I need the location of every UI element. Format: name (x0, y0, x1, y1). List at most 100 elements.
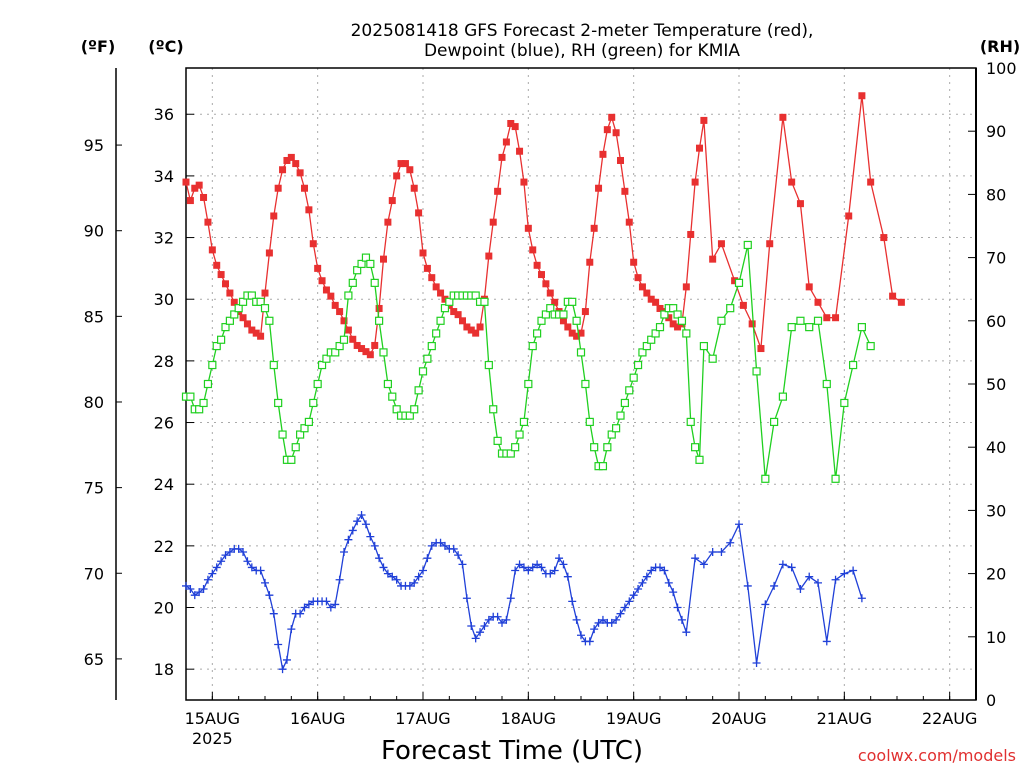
temperature-point (292, 160, 300, 168)
rh-point (186, 392, 195, 401)
rh-point (300, 424, 309, 433)
temperature-point (265, 249, 273, 257)
rh-point (291, 443, 300, 452)
temperature-point (542, 280, 550, 288)
rh-point (221, 323, 230, 332)
temperature-point (331, 301, 339, 309)
temperature-point (511, 123, 519, 131)
rh-point (265, 316, 274, 325)
dewpoint-point (458, 560, 467, 569)
dewpoint-point (831, 575, 840, 584)
temperature-point (529, 246, 537, 254)
rh-point (331, 348, 340, 357)
temperature-point (459, 317, 466, 325)
dewpoint-point (370, 541, 379, 550)
dewpoint-line (185, 513, 863, 672)
temperature-point (682, 283, 690, 291)
temperature-point (533, 261, 541, 269)
rh-point (585, 417, 594, 427)
dewpoint-point (287, 625, 296, 634)
dewpoint-point (186, 585, 195, 594)
temperature-point (230, 298, 238, 306)
rh-point (743, 240, 752, 250)
rh-point (471, 291, 480, 300)
rh-point (383, 379, 392, 389)
dewpoint-point (519, 563, 528, 572)
dewpoint-point (515, 560, 524, 569)
dewpoint-point (410, 578, 419, 587)
rh-point (822, 379, 831, 389)
temperature-point (401, 160, 409, 168)
dewpoint-point (256, 566, 265, 575)
rh-point (717, 316, 726, 325)
dewpoint-point (682, 628, 691, 637)
dewpoint-point (195, 588, 204, 597)
temperature-point (327, 292, 335, 300)
rh-point (734, 278, 744, 287)
fahrenheit-tick-label: 80 (84, 393, 104, 412)
temperature-point (546, 289, 554, 297)
dewpoint-point (357, 511, 366, 520)
rh-point (598, 462, 608, 471)
rh-point (813, 316, 823, 325)
rh-point (296, 430, 305, 439)
dewpoint-point (735, 520, 743, 529)
rh-point (612, 424, 621, 433)
dewpoint-point (454, 551, 463, 560)
x-tick-label: 15AUG (185, 709, 240, 728)
dewpoint-point (436, 538, 445, 547)
temperature-point (296, 169, 304, 177)
temperature-point (524, 224, 532, 232)
dewpoint-point (484, 615, 493, 624)
temperature-point (568, 329, 576, 337)
dewpoint-point (392, 575, 401, 584)
temperature-point (366, 351, 374, 359)
rh-point (857, 323, 866, 332)
temperature-point (696, 144, 703, 152)
x-tick-label: 18AUG (501, 709, 556, 728)
rh-tick-label: 90 (986, 122, 1006, 141)
dewpoint-point (243, 557, 252, 566)
temperature-point (634, 274, 642, 282)
temperature-point (717, 240, 725, 248)
temperature-point (665, 314, 673, 322)
fahrenheit-tick-label: 90 (84, 222, 104, 241)
temperature-point (437, 289, 445, 297)
dewpoint-point (278, 665, 287, 674)
dewpoint-point (677, 615, 686, 624)
rh-tick-label: 80 (986, 185, 1006, 204)
rh-point (405, 411, 414, 420)
dewpoint-point (638, 578, 647, 587)
dewpoint-point (594, 618, 603, 627)
temperature-point (757, 345, 765, 353)
dewpoint-point (471, 634, 480, 643)
rh-point (519, 417, 529, 427)
temperature-point (590, 224, 598, 232)
dewpoint-point (344, 535, 353, 544)
dewpoint-point (752, 659, 761, 668)
rh-point (410, 405, 419, 414)
rh-point (203, 379, 213, 389)
temperature-point (617, 156, 624, 164)
temperature-point (318, 277, 326, 285)
temperature-point (731, 277, 739, 285)
rh-point (212, 341, 221, 351)
temperature-point (489, 218, 497, 226)
temperature-point (340, 317, 348, 325)
celsius-tick-label: 26 (154, 414, 174, 433)
temperature-point (748, 320, 756, 328)
rh-point (234, 304, 243, 313)
dewpoint-point (840, 569, 849, 578)
rh-point (274, 398, 283, 408)
rh-point (660, 310, 669, 319)
temperature-point (362, 348, 370, 356)
dewpoint-point (506, 594, 515, 603)
dewpoint-point (524, 566, 533, 575)
dewpoint-point (234, 544, 243, 553)
dewpoint-point (634, 585, 643, 594)
rh-point (335, 341, 344, 351)
dewpoint-point (805, 572, 814, 581)
temperature-point (305, 206, 313, 214)
temperature-point (643, 289, 651, 297)
